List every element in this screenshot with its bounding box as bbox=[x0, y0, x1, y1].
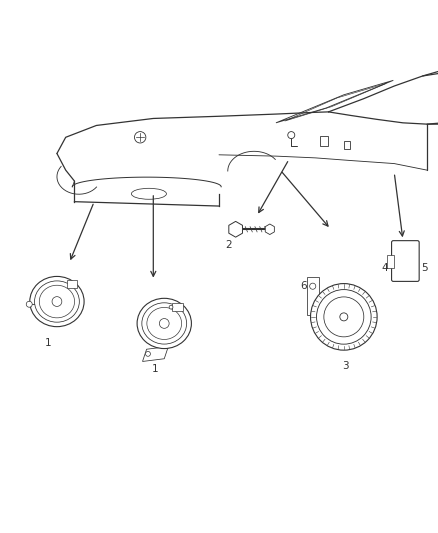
Bar bbox=[344, 141, 350, 149]
Circle shape bbox=[159, 319, 169, 328]
Text: 3: 3 bbox=[342, 361, 349, 372]
Ellipse shape bbox=[30, 277, 84, 327]
Circle shape bbox=[145, 351, 150, 356]
Bar bbox=[173, 303, 183, 311]
Circle shape bbox=[324, 297, 364, 337]
Ellipse shape bbox=[35, 281, 79, 322]
PathPatch shape bbox=[142, 346, 168, 361]
Ellipse shape bbox=[26, 301, 32, 307]
Ellipse shape bbox=[169, 305, 173, 309]
PathPatch shape bbox=[307, 278, 319, 314]
Text: 6: 6 bbox=[300, 281, 307, 291]
Circle shape bbox=[288, 132, 295, 139]
Circle shape bbox=[134, 132, 146, 143]
Text: 2: 2 bbox=[225, 240, 232, 249]
Bar bbox=[320, 136, 328, 146]
Ellipse shape bbox=[39, 285, 74, 318]
PathPatch shape bbox=[265, 224, 274, 235]
FancyBboxPatch shape bbox=[392, 241, 419, 281]
Ellipse shape bbox=[142, 303, 187, 344]
Ellipse shape bbox=[131, 188, 166, 199]
Text: 4: 4 bbox=[381, 263, 388, 273]
Circle shape bbox=[310, 283, 316, 289]
Bar bbox=[67, 280, 77, 288]
Ellipse shape bbox=[147, 308, 182, 340]
Circle shape bbox=[52, 297, 62, 306]
Text: 1: 1 bbox=[45, 338, 52, 348]
Ellipse shape bbox=[137, 298, 191, 349]
Circle shape bbox=[340, 313, 348, 321]
Circle shape bbox=[317, 289, 371, 344]
PathPatch shape bbox=[276, 80, 393, 123]
Text: 1: 1 bbox=[152, 365, 159, 374]
Circle shape bbox=[311, 284, 377, 350]
Bar bbox=[387, 255, 394, 269]
PathPatch shape bbox=[229, 221, 243, 237]
Text: 5: 5 bbox=[421, 263, 428, 273]
